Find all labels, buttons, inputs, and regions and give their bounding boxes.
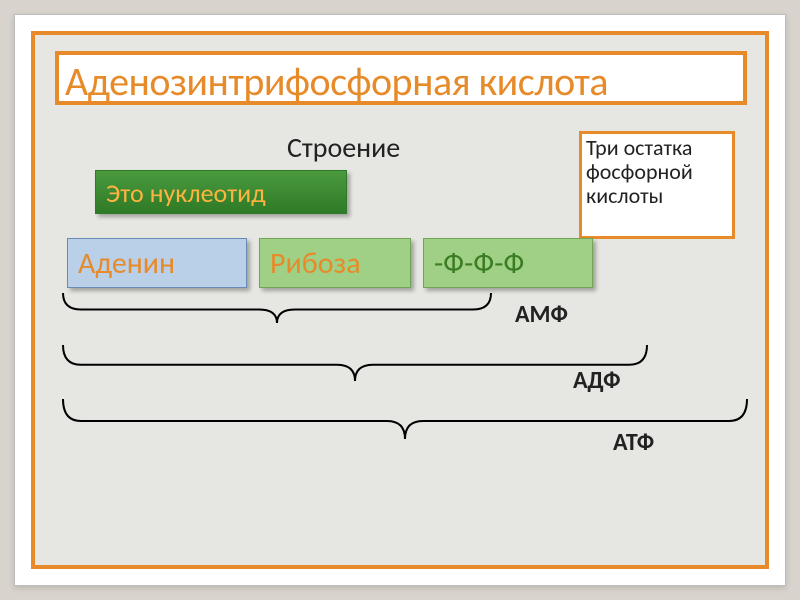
label-amf: АМФ	[515, 303, 568, 327]
label-adf: АДФ	[573, 369, 620, 393]
label-atf: АТФ	[613, 431, 654, 455]
slide-frame: Аденозинтрифосфорная кислота Строение Эт…	[14, 14, 786, 586]
content-frame: Аденозинтрифосфорная кислота Строение Эт…	[31, 31, 769, 569]
bracket-atf	[35, 35, 767, 575]
